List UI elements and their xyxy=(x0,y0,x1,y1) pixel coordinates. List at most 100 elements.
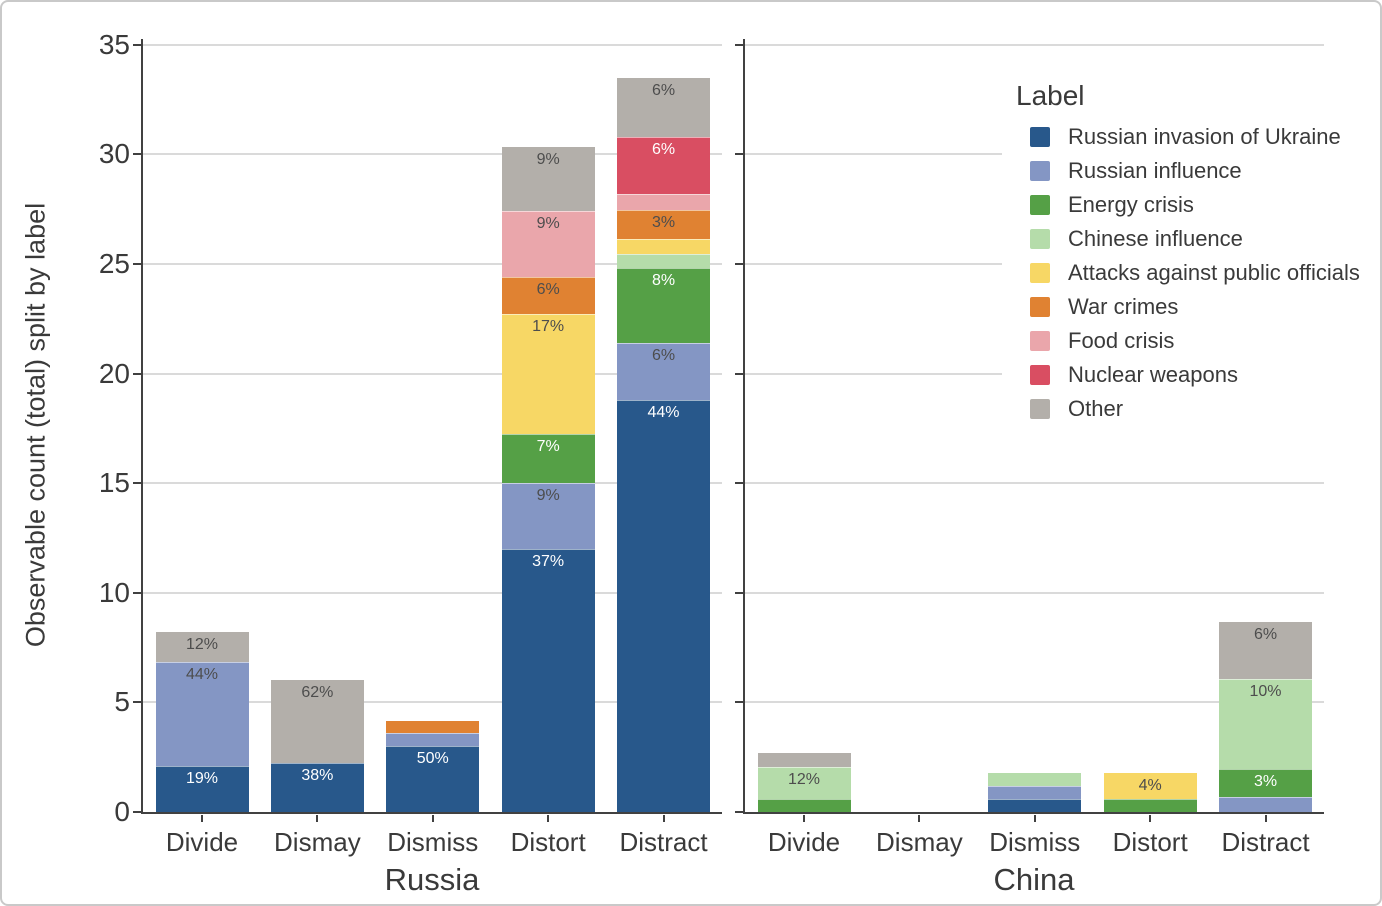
legend: Label Russian invasion of Ukraine Russian… xyxy=(1002,74,1380,434)
y-tick-mark xyxy=(735,43,744,46)
bar-segment-label: 7% xyxy=(536,437,560,455)
y-tick-label: 25 xyxy=(98,248,130,279)
bar-segment xyxy=(501,277,595,315)
y-tick-label: 0 xyxy=(114,796,130,827)
bar-segment xyxy=(501,314,595,434)
bar-segment xyxy=(617,268,710,343)
y-tick-mark xyxy=(735,591,744,594)
bar-segment-label: 6% xyxy=(1253,626,1278,644)
bar-segment-label: 6% xyxy=(651,140,676,158)
bar-segment xyxy=(617,77,710,137)
gridline xyxy=(744,482,1324,485)
bar-segment xyxy=(617,136,710,194)
legend-swatch xyxy=(1030,263,1050,283)
bar-segment xyxy=(617,342,710,400)
bar-segment xyxy=(386,746,480,812)
bar-segment xyxy=(617,193,710,211)
legend-label: Energy crisis xyxy=(1068,192,1194,217)
legend-swatch xyxy=(1030,161,1050,181)
gridline xyxy=(142,263,722,265)
legend-row: Food crisis xyxy=(1002,324,1380,358)
x-tick-label: Dismay xyxy=(274,827,361,857)
bar-segment xyxy=(1219,679,1312,770)
x-tick-mark xyxy=(918,815,921,822)
y-tick-mark xyxy=(735,263,744,265)
y-tick-mark xyxy=(133,263,142,265)
gridline xyxy=(142,482,722,485)
legend-swatch xyxy=(1030,331,1050,351)
legend-rows: Russian invasion of Ukraine Russian influ… xyxy=(1002,120,1380,426)
bar-segment xyxy=(386,721,480,734)
legend-swatch xyxy=(1030,229,1050,249)
x-tick-label: Distort xyxy=(510,827,586,857)
y-tick-mark xyxy=(133,372,142,375)
bar-segment-label: 19% xyxy=(185,769,219,787)
bar-segment-label: 17% xyxy=(532,318,565,336)
gridline xyxy=(142,372,722,375)
bar-segment-label: 6% xyxy=(651,81,676,99)
x-tick-label: Distort xyxy=(1112,827,1188,857)
bar-segment-label: 62% xyxy=(301,684,334,702)
legend-row: Russian invasion of Ukraine xyxy=(1002,120,1380,154)
legend-label: Chinese influence xyxy=(1068,226,1243,251)
gridline xyxy=(142,591,722,594)
x-tick-label: Divide xyxy=(767,827,841,857)
legend-title: Label xyxy=(1016,80,1085,111)
bar-segment-label: 3% xyxy=(1253,773,1278,791)
y-tick-label: 5 xyxy=(114,686,130,718)
bar-segment xyxy=(757,752,851,768)
bar-segment xyxy=(1103,772,1197,799)
y-tick-label: 20 xyxy=(98,357,130,389)
bar-segment xyxy=(988,798,1082,812)
x-tick-label: Dismiss xyxy=(989,827,1081,857)
x-tick-mark xyxy=(547,815,550,822)
bar-segment-label: 6% xyxy=(536,281,560,299)
bar-segment xyxy=(617,238,710,255)
x-tick-mark xyxy=(803,815,805,822)
y-tick-label: 15 xyxy=(98,467,130,499)
y-tick-mark xyxy=(735,811,744,813)
y-tick-mark xyxy=(133,811,142,813)
legend-label: Russian invasion of Ukraine xyxy=(1068,124,1341,149)
x-axis-line xyxy=(141,812,722,814)
legend-swatch xyxy=(1030,195,1050,215)
bar-segment xyxy=(386,733,480,747)
y-axis-title: Observable count (total) split by label xyxy=(20,202,51,648)
y-tick-mark xyxy=(735,701,744,704)
bar-segment xyxy=(757,798,851,812)
bar-segment xyxy=(988,772,1082,786)
y-tick-label: 10 xyxy=(98,576,130,608)
legend-label: Other xyxy=(1068,396,1124,421)
y-tick-mark xyxy=(735,372,744,375)
bar-segment xyxy=(617,210,710,239)
bar-segment xyxy=(617,254,710,269)
bar-segment xyxy=(155,661,249,766)
gridline xyxy=(142,701,722,704)
gridline xyxy=(744,591,1324,594)
gridline xyxy=(142,43,722,46)
x-tick-mark xyxy=(1264,815,1267,822)
legend-row: Energy crisis xyxy=(1002,188,1380,222)
y-tick-mark xyxy=(133,701,142,704)
x-tick-label: Divide xyxy=(165,827,239,857)
legend-row: Attacks against public officials xyxy=(1002,256,1380,290)
bar-segment xyxy=(501,483,595,549)
legend-label: Nuclear weapons xyxy=(1068,362,1238,387)
legend-label: Attacks against public officials xyxy=(1068,260,1360,285)
x-tick-label: Distract xyxy=(619,827,708,857)
x-tick-label: Dismiss xyxy=(387,827,479,857)
facet-label: China xyxy=(993,862,1075,897)
y-tick-label: 30 xyxy=(98,138,130,170)
bar-segment xyxy=(155,632,249,662)
x-tick-label: Dismay xyxy=(876,827,963,857)
bar-segment-label: 9% xyxy=(536,150,560,168)
bar-segment xyxy=(1103,798,1197,812)
bar-segment-label: 3% xyxy=(651,214,676,232)
legend-swatch xyxy=(1030,365,1050,385)
legend-row: War crimes xyxy=(1002,290,1380,324)
bar-segment xyxy=(617,399,710,812)
legend-label: War crimes xyxy=(1068,294,1179,319)
bar-segment xyxy=(757,767,851,799)
bar-segment-label: 8% xyxy=(651,272,676,290)
bar-segment xyxy=(501,211,595,278)
